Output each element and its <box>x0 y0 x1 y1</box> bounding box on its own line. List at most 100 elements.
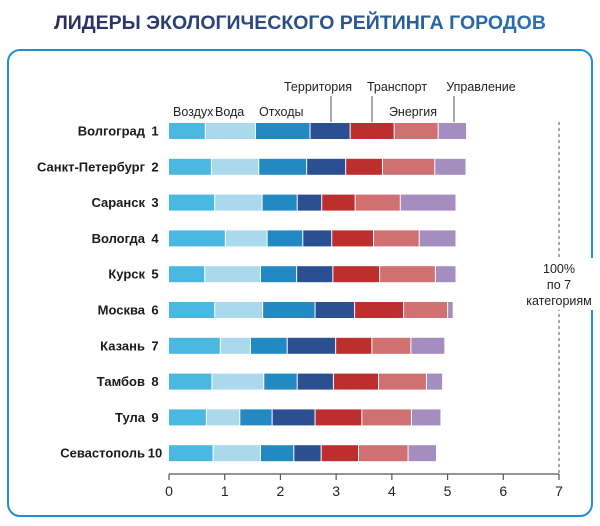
bar-segment-6 <box>355 194 400 211</box>
bar-segment-3 <box>267 230 303 247</box>
rank-label: 6 <box>151 303 158 318</box>
x-tick-label: 4 <box>388 483 396 499</box>
annotation-text: 100% <box>543 262 575 276</box>
bar-segment-2 <box>205 266 260 283</box>
bar-segment-7 <box>408 445 436 462</box>
legend-label: Отходы <box>259 105 304 119</box>
bar-segment-7 <box>448 302 453 318</box>
bar-rows: Волгоград 1 Санкт-Петербург 2 Саранск 3 Вологд… <box>37 123 467 462</box>
city-label: Волгоград <box>78 124 146 139</box>
rank-label: 5 <box>151 267 158 282</box>
bar-segment-5 <box>336 337 372 354</box>
bar-row: Вологда 4 <box>92 230 456 247</box>
bar-segment-4 <box>297 266 333 283</box>
chart-title: ЛИДЕРЫ ЭКОЛОГИЧЕСКОГО РЕЙТИНГА ГОРОДОВ <box>54 10 546 34</box>
city-label: Тула <box>115 410 146 425</box>
bar-segment-5 <box>333 266 380 283</box>
bar-segment-6 <box>382 158 435 175</box>
bar-segment-1 <box>169 302 215 318</box>
bar-segment-2 <box>205 123 255 139</box>
bar-segment-3 <box>264 373 297 390</box>
x-tick-label: 3 <box>332 483 340 499</box>
bar-segment-3 <box>263 302 315 318</box>
bar-row: Севастополь 10 <box>60 445 436 462</box>
bar-row: Тамбов 8 <box>97 373 443 390</box>
legend-label: Воздух <box>173 105 214 119</box>
bar-segment-1 <box>169 337 220 354</box>
bar-segment-4 <box>272 409 315 426</box>
bar-segment-6 <box>372 337 411 354</box>
annotation: 100% по 7 категориям <box>517 258 600 310</box>
bar-segment-2 <box>212 373 264 390</box>
bar-segment-5 <box>332 230 374 247</box>
bar-row: Саранск 3 <box>91 194 456 211</box>
x-axis: 0 1 2 3 4 5 6 7 <box>165 473 563 499</box>
bar-segment-1 <box>169 158 211 175</box>
bar-segment-4 <box>315 302 355 318</box>
bar-segment-4 <box>297 194 322 211</box>
bar-segment-5 <box>333 373 379 390</box>
bar-segment-4 <box>297 373 333 390</box>
bar-segment-5 <box>355 302 404 318</box>
bar-segment-7 <box>400 194 456 211</box>
legend-label: Энергия <box>389 105 437 119</box>
bar-segment-4 <box>310 123 350 139</box>
city-label: Тамбов <box>97 374 145 389</box>
bar-segment-6 <box>379 373 426 390</box>
bar-segment-2 <box>206 409 240 426</box>
bar-segment-6 <box>362 409 411 426</box>
bar-segment-5 <box>321 445 358 462</box>
x-tick-label: 0 <box>165 483 173 499</box>
bar-segment-7 <box>411 337 445 354</box>
city-label: Казань <box>100 338 145 353</box>
bar-segment-5 <box>350 123 394 139</box>
bar-segment-1 <box>169 409 206 426</box>
bar-segment-7 <box>435 266 456 283</box>
bar-segment-1 <box>169 230 225 247</box>
legend-label: Вода <box>215 105 244 119</box>
rank-label: 4 <box>151 231 159 246</box>
bar-segment-2 <box>220 337 250 354</box>
bar-segment-3 <box>260 445 294 462</box>
city-label: Санкт-Петербург <box>37 159 146 174</box>
annotation-text: категориям <box>526 294 592 308</box>
rank-label: 3 <box>151 195 158 210</box>
bar-segment-2 <box>225 230 267 247</box>
city-label: Курск <box>108 267 145 282</box>
bar-segment-6 <box>374 230 419 247</box>
bar-segment-7 <box>419 230 456 247</box>
bar-segment-3 <box>240 409 272 426</box>
bar-segment-1 <box>169 194 215 211</box>
x-tick-label: 6 <box>499 483 507 499</box>
bar-segment-3 <box>262 194 297 211</box>
bar-segment-4 <box>287 337 336 354</box>
city-label: Москва <box>98 303 146 318</box>
bar-row: Курск 5 <box>108 266 456 283</box>
bar-row: Волгоград 1 <box>78 123 467 139</box>
bar-segment-3 <box>250 337 287 354</box>
bar-segment-2 <box>211 158 259 175</box>
bar-segment-2 <box>215 302 263 318</box>
bar-segment-1 <box>169 123 205 139</box>
bar-segment-4 <box>294 445 321 462</box>
bar-row: Казань 7 <box>100 337 445 354</box>
x-tick-label: 1 <box>221 483 229 499</box>
rank-label: 1 <box>151 124 158 139</box>
rank-label: 2 <box>151 159 158 174</box>
bar-segment-5 <box>315 409 362 426</box>
bar-row: Москва 6 <box>98 302 453 318</box>
bar-segment-7 <box>411 409 441 426</box>
bar-segment-3 <box>259 158 307 175</box>
bar-row: Санкт-Петербург 2 <box>37 158 466 175</box>
bar-segment-7 <box>435 158 466 175</box>
rank-label: 9 <box>151 410 158 425</box>
rank-label: 8 <box>151 374 158 389</box>
city-label: Севастополь <box>60 446 145 461</box>
legend-label: Территория <box>284 80 352 94</box>
x-tick-label: 7 <box>555 483 563 499</box>
bar-segment-7 <box>426 373 443 390</box>
bar-segment-1 <box>169 445 213 462</box>
bar-segment-6 <box>358 445 408 462</box>
bar-segment-6 <box>404 302 448 318</box>
